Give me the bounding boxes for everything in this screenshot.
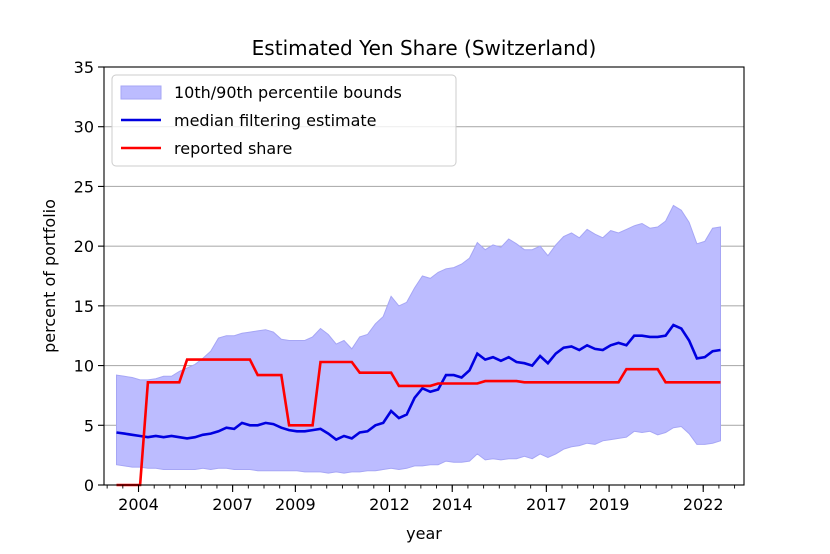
y-tick-label: 15	[74, 297, 94, 316]
y-tick-label: 20	[74, 237, 94, 256]
legend-label: 10th/90th percentile bounds	[174, 83, 402, 102]
x-tick-label: 2012	[369, 495, 410, 514]
y-tick-label: 5	[84, 416, 94, 435]
series-lines-layer	[116, 323, 721, 487]
legend: 10th/90th percentile bounds median filter…	[111, 74, 457, 167]
legend-swatch-band	[120, 85, 162, 100]
legend-label: median filtering estimate	[174, 111, 377, 130]
x-tick-label: 2019	[589, 495, 630, 514]
percentile-band	[116, 204, 721, 474]
y-tick-label: 10	[74, 357, 94, 376]
y-tick-label: 30	[74, 118, 94, 137]
legend-box	[111, 74, 457, 167]
plot-frame	[103, 66, 745, 486]
y-axis-label: percent of portfolio	[40, 199, 59, 353]
x-tick-label: 2009	[275, 495, 316, 514]
y-tick-label: 0	[84, 476, 94, 495]
y-tick-label: 35	[74, 58, 94, 77]
x-axis-label: year	[406, 524, 442, 543]
reported-share-line	[116, 358, 721, 487]
x-axis-ticks: 2004 2007 2009 2012 2014 2017 2019 2022	[106, 485, 736, 514]
x-tick-label: 2022	[683, 495, 724, 514]
x-tick-label: 2014	[432, 495, 473, 514]
axes	[103, 66, 745, 486]
x-tick-label: 2017	[526, 495, 567, 514]
y-axis-ticks: 0 5 10 15 20 25 30 35	[74, 58, 104, 495]
chart-title: Estimated Yen Share (Switzerland)	[252, 36, 597, 60]
legend-label: reported share	[174, 139, 292, 158]
x-tick-label: 2004	[118, 495, 159, 514]
y-tick-label: 25	[74, 177, 94, 196]
x-tick-label: 2007	[212, 495, 253, 514]
median-estimate-line	[116, 323, 721, 442]
percentile-band-layer	[116, 204, 721, 474]
